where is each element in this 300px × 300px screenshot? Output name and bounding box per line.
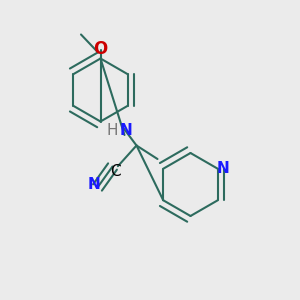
Text: N: N bbox=[217, 161, 230, 176]
Text: N: N bbox=[120, 123, 132, 138]
Text: H: H bbox=[107, 123, 118, 138]
Text: O: O bbox=[93, 40, 108, 58]
Text: C: C bbox=[110, 164, 121, 178]
Text: N: N bbox=[88, 177, 100, 192]
